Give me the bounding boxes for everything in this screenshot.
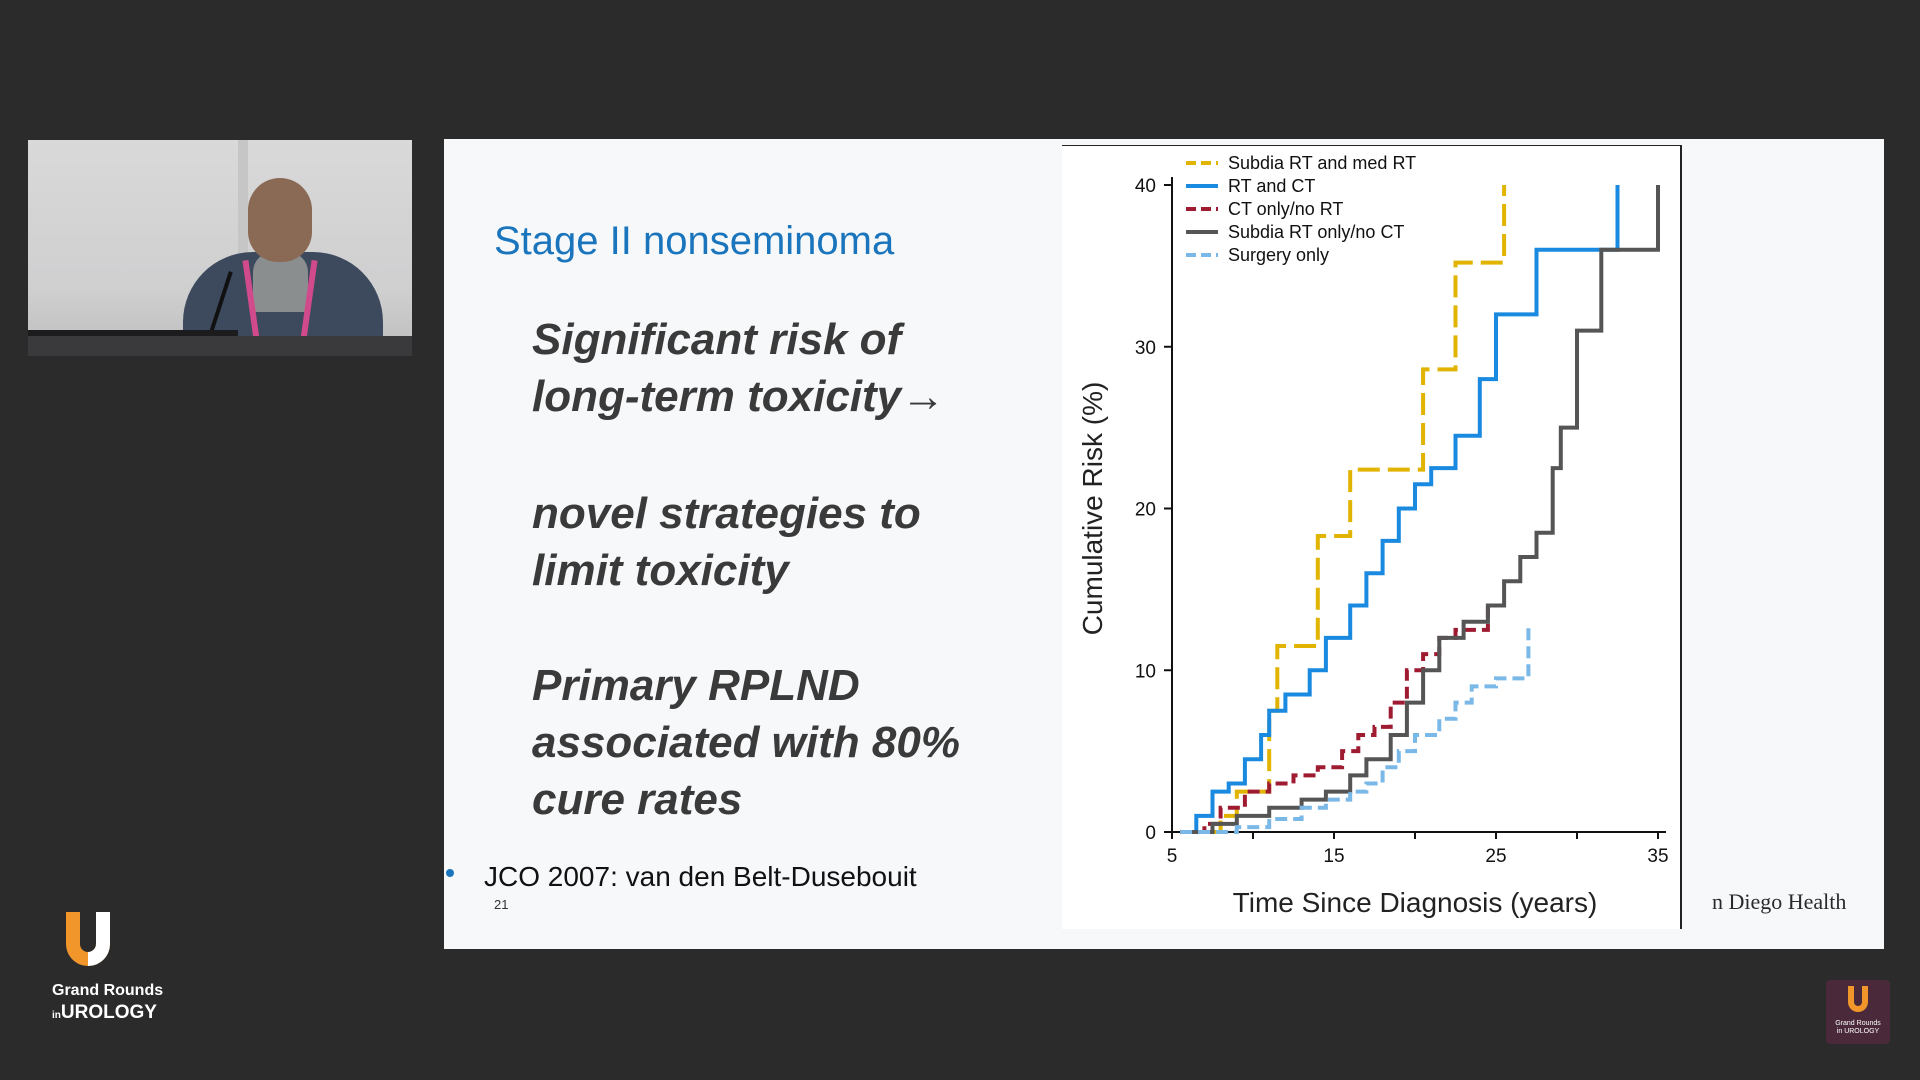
y-tick-label: 20 [1135, 500, 1156, 521]
logo-prefix: in [52, 1010, 61, 1021]
slide-page-number: 21 [494, 897, 509, 912]
legend-label: Subdia RT and med RT [1228, 153, 1416, 173]
slide-title: Stage II nonseminoma [494, 219, 895, 263]
bullet-text: novel strategies to [532, 489, 921, 538]
y-tick-label: 30 [1135, 338, 1156, 359]
video-wall-panel [238, 140, 248, 356]
x-axis-label: Time Since Diagnosis (years) [1233, 887, 1598, 918]
bullet-text: Significant risk of [532, 315, 902, 364]
legend-label: Subdia RT only/no CT [1228, 222, 1404, 242]
y-tick-label: 10 [1135, 661, 1156, 682]
cumulative-risk-chart: 0 10 20 30 40 5 15 25 35 Time Since Diagnosis (ye… [1062, 145, 1682, 929]
logo-text: Grand Rounds [52, 982, 164, 999]
brand-text: n Diego Health [1712, 889, 1847, 914]
bullet-text: limit toxicity [532, 546, 789, 595]
reference-text: JCO 2007: van den Belt-Dusebouit [484, 861, 917, 892]
speaker-head [248, 178, 312, 262]
y-tick-label: 40 [1135, 176, 1156, 197]
podium [28, 336, 412, 356]
y-axis-label: Cumulative Risk (%) [1077, 382, 1108, 636]
reference-bullet-dot [446, 869, 454, 877]
presentation-slide: Stage II nonseminoma Significant risk of… [444, 139, 1884, 949]
bullet-text: Primary RPLND [532, 661, 860, 710]
chart-svg: 0 10 20 30 40 5 15 25 35 Time Since Diagnosis (ye… [1062, 145, 1682, 929]
y-tick-label: 0 [1145, 823, 1156, 844]
legend-label: RT and CT [1228, 176, 1315, 196]
bullet-text: associated with 80% [532, 718, 960, 767]
legend-label: Surgery only [1228, 245, 1329, 265]
bullet-text: long-term toxicity→ [532, 372, 946, 421]
watermark-text: in UROLOGY [1836, 1028, 1880, 1035]
watermark-logo: Grand Rounds in UROLOGY [1826, 980, 1890, 1044]
chart-background [1062, 145, 1682, 929]
legend-label: CT only/no RT [1228, 199, 1343, 219]
series-line-1 [1180, 185, 1620, 834]
x-tick-label: 15 [1323, 846, 1344, 867]
x-tick-label: 5 [1167, 846, 1178, 867]
bullet-text: cure rates [532, 775, 743, 824]
speaker-shirt [253, 252, 308, 312]
grand-rounds-logo-icon [66, 912, 110, 966]
watermark-text: Grand Rounds [1835, 1020, 1881, 1027]
x-tick-label: 25 [1485, 846, 1506, 867]
x-tick-label: 35 [1647, 846, 1668, 867]
speaker-video [28, 140, 412, 356]
series-line-0 [1180, 185, 1507, 834]
logo-urology: UROLOGY [60, 1002, 157, 1023]
watermark-u-icon [1848, 986, 1868, 1012]
logo-text-2: inUROLOGY [52, 1002, 157, 1024]
